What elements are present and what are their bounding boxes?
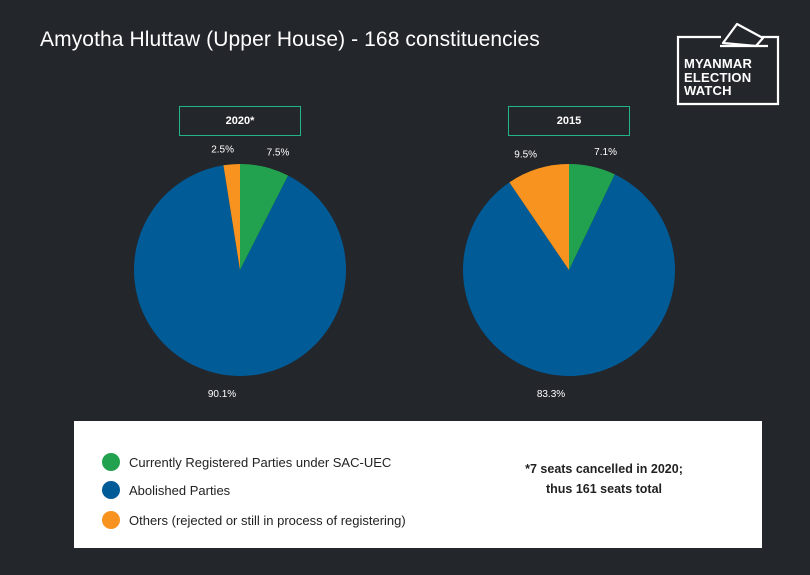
legend-label: Others (rejected or still in process of … — [129, 512, 406, 528]
logo-wordmark: MYANMAR ELECTION WATCH — [684, 57, 752, 98]
pie-slice-others — [223, 164, 240, 270]
data-label-registered: 7.1% — [594, 147, 617, 158]
legend-swatch — [102, 453, 120, 471]
logo-line: ELECTION — [684, 69, 752, 85]
data-label-abolished: 90.1% — [208, 389, 236, 400]
legend-swatch — [102, 481, 120, 499]
data-label-others: 9.5% — [514, 149, 537, 160]
legend-label: Abolished Parties — [129, 482, 231, 498]
data-label-abolished: 83.3% — [537, 389, 565, 400]
logo-line: MYANMAR — [684, 56, 753, 71]
legend-item-registered: Currently Registered Parties under SAC-U… — [102, 453, 391, 471]
legend-item-others: Others (rejected or still in process of … — [102, 511, 406, 529]
legend-panel: Currently Registered Parties under SAC-U… — [74, 421, 762, 548]
legend-swatch — [102, 511, 120, 529]
pie-slice-abolished — [463, 174, 675, 376]
pie-slice-others — [509, 164, 569, 270]
pie-2020-title: 2020* — [179, 106, 301, 136]
myanmar-election-watch-logo: MYANMAR ELECTION WATCH — [676, 22, 782, 106]
legend-label: Currently Registered Parties under SAC-U… — [129, 454, 392, 470]
data-label-others: 2.5% — [211, 144, 234, 155]
legend-item-abolished: Abolished Parties — [102, 481, 230, 499]
footnote-line: thus 161 seats total — [545, 482, 662, 496]
data-label-registered: 7.5% — [267, 147, 290, 158]
pie-slice-registered — [240, 164, 289, 270]
pie-2015-title: 2015 — [508, 106, 630, 136]
logo-line: WATCH — [684, 83, 732, 98]
footnote-line: *7 seats cancelled in 2020; — [525, 462, 683, 476]
pie-slice-abolished — [134, 165, 346, 376]
pie-chart-2020: 7.5% 2.5% 90.1% — [134, 144, 346, 400]
footnote: *7 seats cancelled in 2020; thus 161 sea… — [504, 459, 704, 499]
ballot-box-icon — [676, 22, 780, 106]
pie-chart-2015: 7.1% 9.5% 83.3% — [463, 147, 675, 400]
pie-slice-registered — [569, 164, 615, 270]
chart-title: Amyotha Hluttaw (Upper House) - 168 cons… — [40, 28, 540, 51]
